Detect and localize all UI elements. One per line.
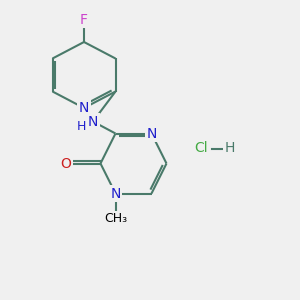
Text: F: F [80,13,88,26]
Text: N: N [79,101,89,115]
Text: N: N [146,127,157,140]
Text: N: N [110,187,121,200]
Text: N: N [88,115,98,128]
Text: CH₃: CH₃ [104,212,127,226]
Text: O: O [61,157,71,170]
Text: H: H [77,120,86,134]
Text: H: H [224,142,235,155]
Text: Cl: Cl [194,142,208,155]
